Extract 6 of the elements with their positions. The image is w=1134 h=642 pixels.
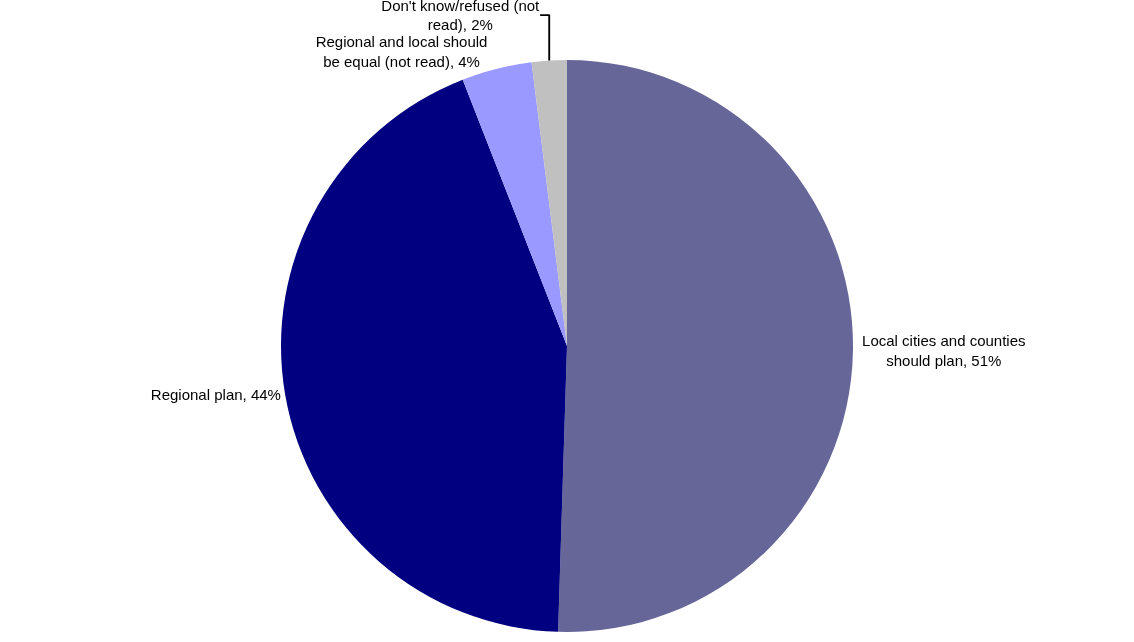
slice-label: Regional plan, 44% [150,386,281,404]
slice-label: Regional and local should be equal (not read), 4% [315,33,488,70]
slice-label: Local cities and counties should plan, 51% [862,332,1026,369]
pie-slice [281,79,567,632]
slice-label: Don't know/refused (not read), 2% [381,0,541,34]
pie-slice [558,60,853,632]
